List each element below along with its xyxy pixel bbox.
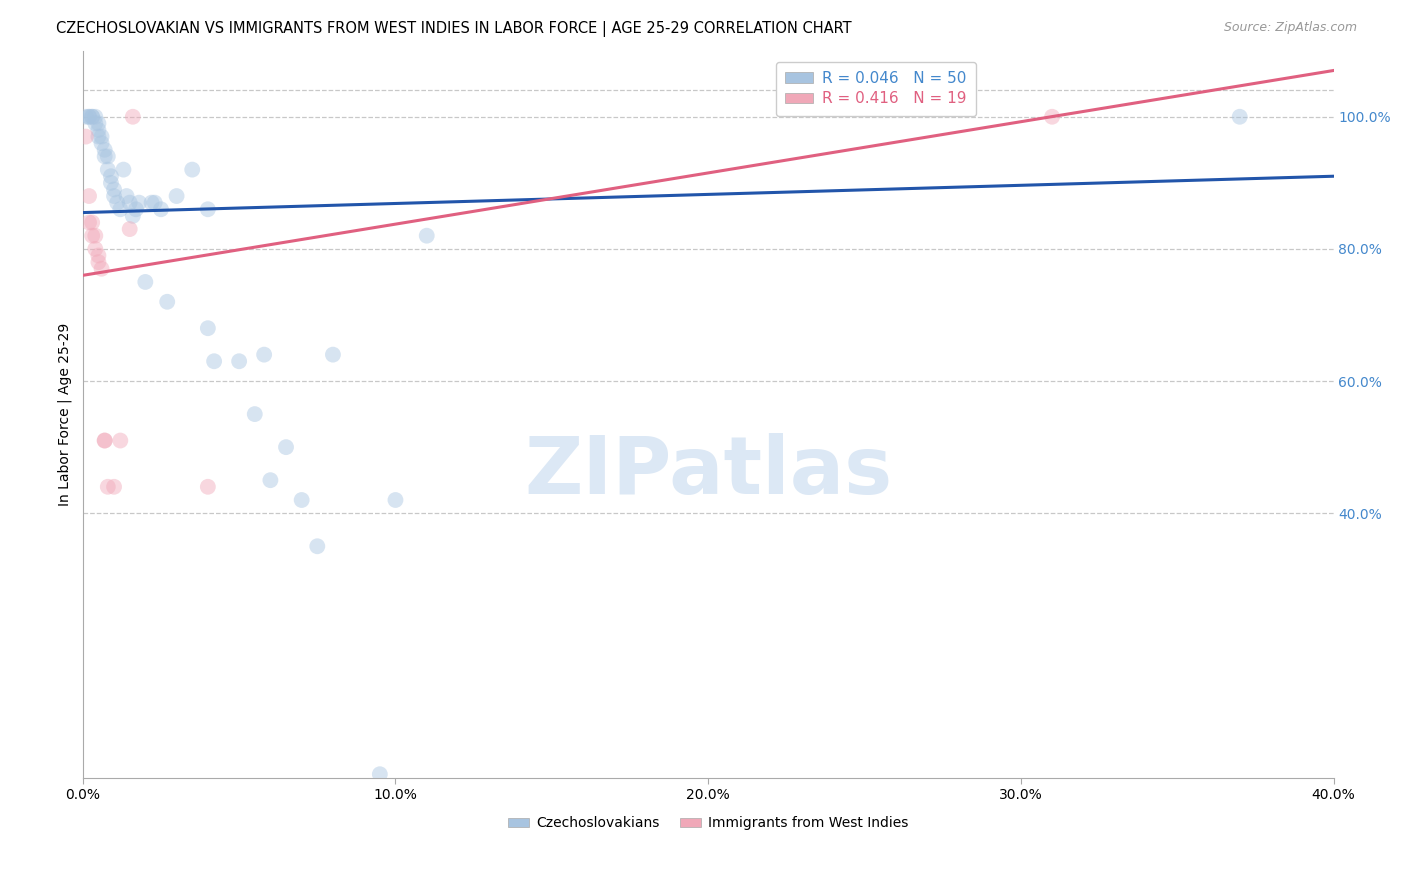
Point (75, 110, 97, 124)
Point (416, 228, 439, 243)
Text: CZECHOSLOVAKIAN VS IMMIGRANTS FROM WEST INDIES IN LABOR FORCE | AGE 25-29 CORREL: CZECHOSLOVAKIAN VS IMMIGRANTS FROM WEST … (56, 21, 852, 37)
Point (82, 228, 104, 243)
Point (103, 182, 125, 196)
Point (93, 434, 115, 448)
Point (87, 248, 110, 262)
Point (274, 440, 297, 454)
Point (75, 129, 97, 144)
Point (103, 480, 125, 494)
Point (291, 493, 314, 508)
Point (105, 195, 128, 210)
Point (259, 473, 281, 487)
Point (128, 195, 150, 210)
Point (112, 162, 135, 177)
Point (97, 149, 120, 163)
Point (77, 110, 100, 124)
Point (110, 434, 132, 448)
Point (90, 261, 112, 276)
Point (197, 480, 219, 494)
Point (134, 275, 156, 289)
Point (97, 480, 120, 494)
Point (243, 407, 266, 421)
Point (228, 354, 250, 368)
Point (87, 116, 110, 130)
Point (181, 162, 204, 177)
Point (197, 202, 219, 217)
Point (307, 539, 329, 553)
Point (1229, 110, 1251, 124)
Point (166, 189, 188, 203)
Point (77, 189, 100, 203)
Point (103, 189, 125, 203)
Point (202, 354, 225, 368)
Y-axis label: In Labor Force | Age 25-29: In Labor Force | Age 25-29 (58, 323, 72, 506)
Point (121, 110, 143, 124)
Point (121, 209, 143, 223)
Point (93, 143, 115, 157)
Point (149, 202, 172, 217)
Point (84, 116, 107, 130)
Point (143, 195, 166, 210)
Point (77, 215, 100, 229)
Point (82, 110, 104, 124)
Point (322, 348, 344, 362)
Point (82, 110, 104, 124)
Point (90, 136, 112, 151)
Point (93, 149, 115, 163)
Point (1040, 110, 1063, 124)
Point (368, 767, 391, 781)
Point (82, 215, 104, 229)
Point (100, 169, 122, 184)
Point (84, 242, 107, 256)
Point (110, 202, 132, 217)
Text: Source: ZipAtlas.com: Source: ZipAtlas.com (1223, 21, 1357, 34)
Point (156, 294, 179, 309)
Point (84, 228, 107, 243)
Point (118, 195, 141, 210)
Text: ZIPatlas: ZIPatlas (524, 434, 893, 511)
Point (118, 222, 141, 236)
Point (84, 110, 107, 124)
Point (90, 129, 112, 144)
Point (125, 202, 148, 217)
Point (97, 162, 120, 177)
Point (100, 176, 122, 190)
Point (87, 129, 110, 144)
Point (87, 255, 110, 269)
Legend: Czechoslovakians, Immigrants from West Indies: Czechoslovakians, Immigrants from West I… (502, 811, 914, 836)
Point (93, 434, 115, 448)
Point (77, 110, 100, 124)
Point (384, 493, 406, 508)
Point (253, 348, 276, 362)
Point (87, 123, 110, 137)
Point (197, 321, 219, 335)
Point (141, 195, 163, 210)
Point (115, 189, 138, 203)
